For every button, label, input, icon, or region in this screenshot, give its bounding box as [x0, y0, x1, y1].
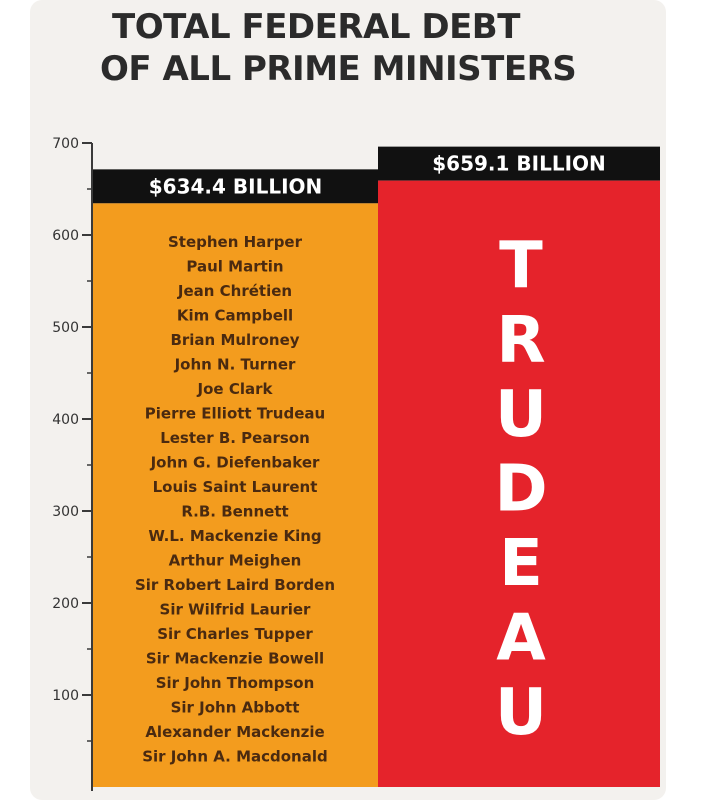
trudeau-letter: T — [499, 229, 543, 303]
pm-name-label: Arthur Meighen — [169, 552, 302, 570]
pm-name-label: Paul Martin — [186, 258, 283, 276]
y-tick-label: 300 — [52, 504, 79, 520]
pm-name-label: Pierre Elliott Trudeau — [145, 405, 325, 423]
pm-name-label: Joe Clark — [197, 380, 274, 398]
pm-name-label: Lester B. Pearson — [160, 429, 310, 447]
trudeau-letter: R — [496, 304, 545, 378]
pm-name-label: Stephen Harper — [168, 233, 303, 251]
value-band-trudeau — [378, 146, 660, 181]
value-band-others — [93, 169, 378, 204]
value-label-others: $634.4 BILLION — [149, 174, 323, 198]
pm-name-label: W.L. Mackenzie King — [148, 527, 321, 545]
pm-name-label: Sir Charles Tupper — [157, 625, 313, 643]
chart-title-line-1: TOTAL FEDERAL DEBT — [112, 7, 520, 47]
bar-labels: $634.4 BILLION $659.1 BILLION Stephen Harp… — [135, 152, 606, 766]
pm-name-label: Jean Chrétien — [177, 282, 292, 300]
pm-name-label: Sir John Thompson — [156, 674, 315, 692]
pm-name-label: Sir John Abbott — [171, 699, 300, 717]
pm-name-label: Sir Robert Laird Borden — [135, 576, 335, 594]
pm-name-label: Sir Mackenzie Bowell — [146, 650, 324, 668]
pm-name-label: John G. Diefenbaker — [150, 454, 320, 472]
pm-name-label: Sir John A. Macdonald — [142, 748, 328, 766]
bar-trudeau — [378, 180, 660, 788]
pm-name-label: John N. Turner — [174, 356, 296, 374]
trudeau-letter: D — [494, 453, 547, 527]
y-tick-label: 100 — [52, 688, 79, 704]
y-tick-label: 700 — [52, 136, 79, 152]
pm-name-label: Alexander Mackenzie — [145, 723, 324, 741]
y-tick-label: 200 — [52, 596, 79, 612]
chart-title: TOTAL FEDERAL DEBT OF ALL PRIME MINISTER… — [30, 6, 666, 90]
bar-all-other-pms — [93, 203, 378, 788]
value-label-trudeau: $659.1 BILLION — [432, 152, 606, 176]
bars — [93, 146, 660, 788]
chart-title-line-2: OF ALL PRIME MINISTERS — [100, 49, 577, 89]
y-axis: 100 200 300 400 500 600 700 — [52, 136, 93, 791]
trudeau-letter: E — [499, 527, 543, 601]
pm-name-label: Brian Mulroney — [170, 331, 299, 349]
trudeau-letter: A — [496, 602, 546, 676]
pm-name-label: Kim Campbell — [177, 307, 293, 325]
pm-name-label: Sir Wilfrid Laurier — [160, 601, 311, 619]
pm-name-label: Louis Saint Laurent — [153, 478, 318, 496]
trudeau-letter: U — [495, 378, 547, 452]
y-tick-label: 400 — [52, 412, 79, 428]
trudeau-letter: U — [495, 676, 547, 750]
y-tick-label: 600 — [52, 228, 79, 244]
pm-name-label: R.B. Bennett — [181, 503, 288, 521]
y-tick-label: 500 — [52, 320, 79, 336]
